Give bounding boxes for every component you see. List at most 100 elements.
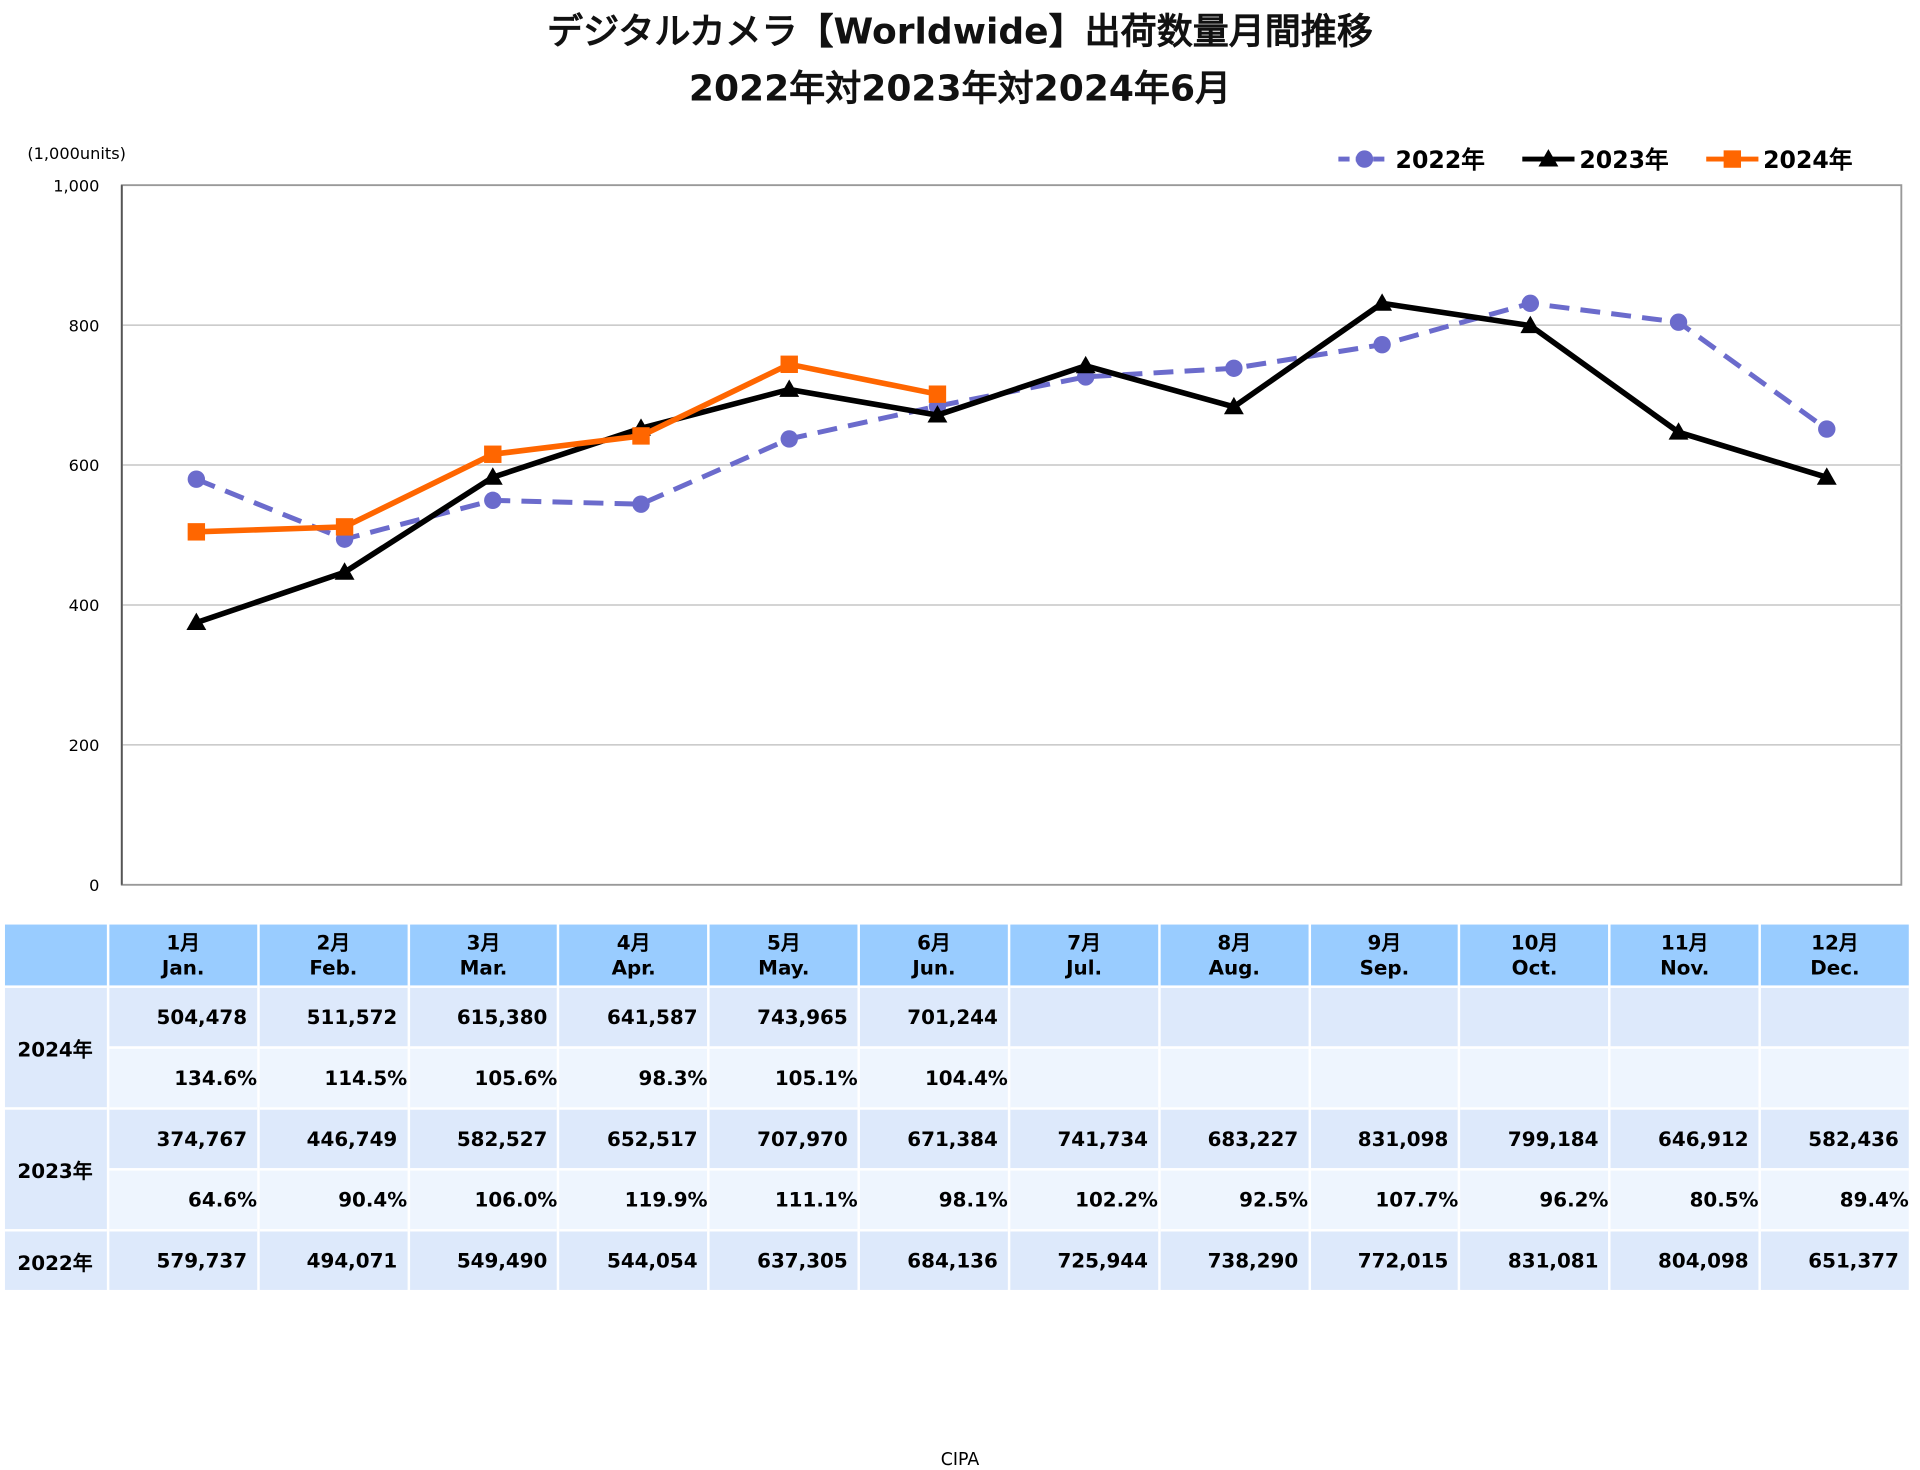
legend-item: 2023年: [1520, 142, 1669, 176]
month-en: Dec.: [1810, 955, 1860, 979]
month-en: Aug.: [1208, 955, 1260, 979]
y-axis-unit: (1,000units): [27, 145, 126, 165]
data-point: [927, 405, 948, 423]
data-point: [187, 523, 206, 541]
data-point: [1372, 293, 1393, 311]
y-tick-label: 800: [69, 316, 100, 335]
units-cell: 831,098: [1310, 1107, 1459, 1169]
units-cell: 549,490: [409, 1229, 558, 1290]
column-header: 12月 Dec.: [1761, 924, 1909, 986]
table-row-units: 2022年 579,737 494,071 549,490 544,054 637,305…: [4, 1229, 1909, 1290]
units-cell: 582,527: [409, 1107, 558, 1169]
ratio-cell: 98.3%: [559, 1046, 708, 1108]
legend-item: 2024年: [1703, 142, 1852, 176]
month-en: Apr.: [611, 955, 656, 979]
month-en: Nov.: [1660, 955, 1710, 979]
data-point: [780, 430, 798, 448]
legend-label: 2022年: [1395, 146, 1485, 174]
month-jp: 2月: [316, 930, 351, 954]
y-tick-label: 0: [89, 876, 99, 895]
source-label: CIPA: [940, 1450, 980, 1470]
ratio-cell: [1310, 1046, 1459, 1108]
units-cell: 799,184: [1460, 1107, 1609, 1169]
month-jp: 8月: [1217, 930, 1252, 954]
month-jp: 11月: [1660, 930, 1709, 954]
ratio-cell: [1610, 1046, 1759, 1108]
ratio-cell: 104.4%: [860, 1046, 1008, 1108]
legend: 2022年 2023年 2024年: [1336, 142, 1852, 176]
column-header: 9月 Sep.: [1310, 924, 1459, 986]
table-header-row: 1月 Jan. 2月 Feb. 3月 Mar. 4月 Apr. 5月 May. 6月 Jun. 7月 Ju…: [4, 924, 1909, 986]
units-cell: [1310, 985, 1459, 1047]
units-cell: 637,305: [709, 1229, 858, 1290]
data-point: [186, 612, 207, 631]
units-cell: [1460, 985, 1609, 1047]
ratio-cell: 98.1%: [860, 1168, 1008, 1230]
month-jp: 9月: [1367, 930, 1402, 954]
ratio-cell: 92.5%: [1160, 1168, 1309, 1230]
month-jp: 12月: [1811, 930, 1859, 954]
ratio-cell: 111.1%: [709, 1168, 858, 1230]
month-jp: 5月: [766, 930, 801, 954]
ratio-cell: 80.5%: [1610, 1168, 1759, 1230]
row-year-label: 2024年: [4, 985, 107, 1108]
series-line: [196, 361, 939, 535]
ratio-cell: [1460, 1046, 1609, 1108]
header-corner: [4, 924, 107, 986]
data-point: [484, 491, 502, 510]
table-row-units: 2024年 504,478 511,572 615,380 641,587 743,965…: [4, 985, 1909, 1108]
line-chart: 0 200 400 600 800 1,000: [53, 176, 1903, 895]
units-cell: 446,749: [259, 1107, 408, 1169]
month-jp: 1月: [166, 930, 201, 954]
data-point: [1373, 335, 1391, 354]
units-cell: 804,098: [1610, 1229, 1759, 1290]
month-jp: 3月: [466, 930, 501, 954]
units-cell: 741,734: [1010, 1107, 1158, 1169]
data-point: [780, 355, 798, 373]
month-en: Mar.: [459, 955, 508, 979]
column-header: 6月 Jun.: [860, 924, 1008, 986]
month-jp: 10月: [1510, 930, 1559, 954]
data-point: [1223, 396, 1244, 415]
units-cell: 582,436: [1761, 1107, 1909, 1169]
row-year-label: 2022年: [4, 1229, 107, 1290]
units-cell: 652,517: [559, 1107, 708, 1169]
data-point: [335, 518, 354, 536]
ratio-cell: [1010, 1046, 1158, 1108]
ratio-cell: 119.9%: [559, 1168, 708, 1230]
ratio-cell: 106.0%: [409, 1168, 558, 1230]
data-point: [1075, 355, 1096, 374]
month-en: Feb.: [309, 955, 358, 979]
column-header: 10月 Oct.: [1460, 924, 1609, 986]
data-point: [928, 385, 947, 403]
data-point: [187, 470, 206, 488]
y-tick-label: 200: [69, 736, 100, 755]
chart-title: デジタルカメラ【Worldwide】出荷数量月間推移: [547, 9, 1373, 53]
legend-marker: [1538, 148, 1559, 166]
units-cell: 743,965: [709, 985, 858, 1047]
month-en: Jul.: [1066, 955, 1103, 979]
units-cell: 683,227: [1160, 1107, 1309, 1169]
legend-marker: [1723, 149, 1741, 168]
chart-subtitle: 2022年対2023年対2024年6月: [688, 67, 1232, 110]
column-header: 8月 Aug.: [1160, 924, 1309, 986]
column-header: 11月 Nov.: [1610, 924, 1759, 986]
units-cell: 684,136: [860, 1229, 1008, 1290]
data-point: [484, 445, 502, 463]
series-2023年: [186, 293, 1837, 631]
units-cell: [1010, 985, 1158, 1047]
ratio-cell: [1160, 1046, 1309, 1108]
month-en: Oct.: [1511, 955, 1558, 979]
y-tick-label: 600: [69, 456, 100, 475]
data-table: 1月 Jan. 2月 Feb. 3月 Mar. 4月 Apr. 5月 May. 6月 Jun. 7月 Ju…: [2, 924, 1911, 1290]
units-cell: 511,572: [259, 985, 408, 1047]
data-point: [1816, 467, 1837, 485]
month-en: Jan.: [161, 955, 205, 979]
units-cell: 831,081: [1460, 1229, 1609, 1290]
ratio-cell: 89.4%: [1761, 1168, 1909, 1230]
data-point: [1669, 313, 1688, 331]
ratio-cell: 90.4%: [259, 1168, 408, 1230]
units-cell: 707,970: [709, 1107, 858, 1169]
row-year-label: 2023年: [4, 1107, 107, 1230]
